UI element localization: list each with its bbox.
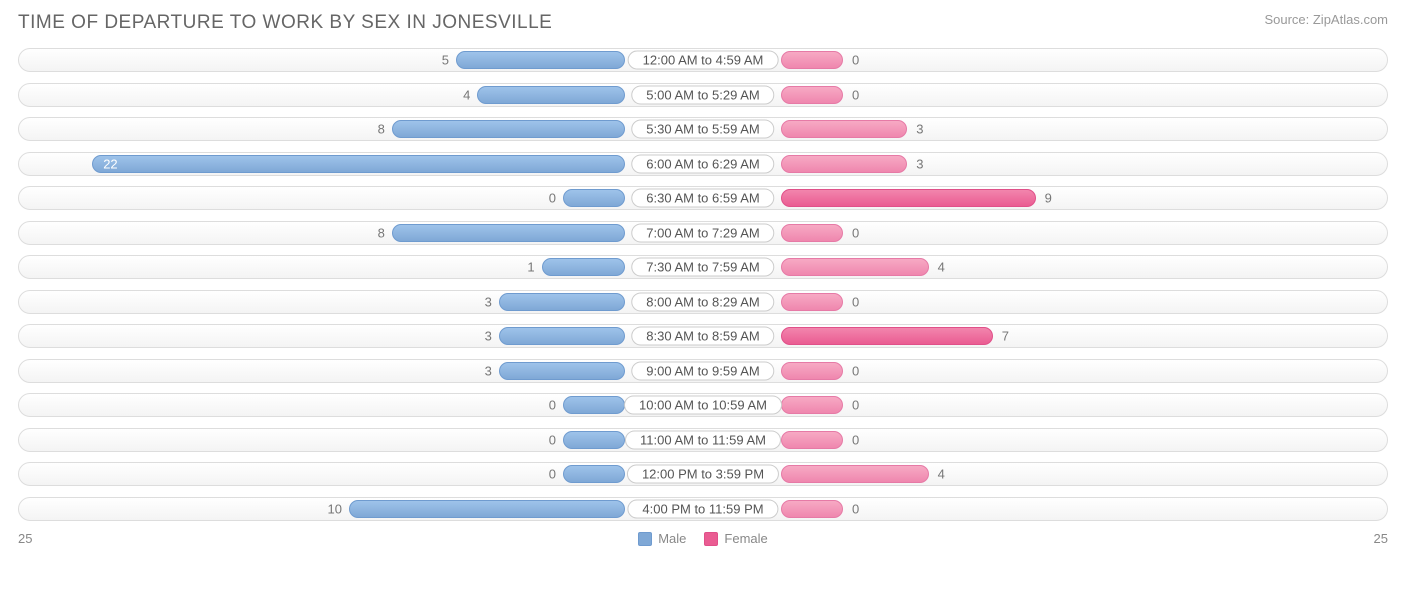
female-bar xyxy=(781,51,843,69)
male-swatch-icon xyxy=(638,532,652,546)
male-value: 0 xyxy=(536,398,556,413)
chart-source: Source: ZipAtlas.com xyxy=(1264,12,1388,27)
female-bar xyxy=(781,86,843,104)
chart-row: 3 7 8:30 AM to 8:59 AM xyxy=(18,324,1388,348)
female-bar xyxy=(781,327,993,345)
male-value: 3 xyxy=(472,329,492,344)
male-value: 5 xyxy=(429,53,449,68)
chart-row: 5 0 12:00 AM to 4:59 AM xyxy=(18,48,1388,72)
male-value: 3 xyxy=(472,363,492,378)
male-bar xyxy=(563,396,625,414)
female-bar xyxy=(781,362,843,380)
female-bar xyxy=(781,189,1036,207)
female-bar xyxy=(781,155,907,173)
row-label: 9:00 AM to 9:59 AM xyxy=(631,361,774,380)
male-bar xyxy=(499,327,625,345)
male-value: 10 xyxy=(322,501,342,516)
chart-header: TIME OF DEPARTURE TO WORK BY SEX IN JONE… xyxy=(18,12,1388,34)
male-value: 22 xyxy=(103,156,117,171)
chart-row: 0 0 11:00 AM to 11:59 AM xyxy=(18,428,1388,452)
male-bar xyxy=(563,465,625,483)
chart-row: 8 0 7:00 AM to 7:29 AM xyxy=(18,221,1388,245)
female-value: 3 xyxy=(916,122,923,137)
male-value: 1 xyxy=(515,260,535,275)
female-bar xyxy=(781,293,843,311)
male-value: 8 xyxy=(365,122,385,137)
row-label: 4:00 PM to 11:59 PM xyxy=(627,499,778,518)
axis-max-left: 25 xyxy=(18,531,32,546)
legend-male-label: Male xyxy=(658,531,686,546)
female-bar xyxy=(781,396,843,414)
axis-max-right: 25 xyxy=(1374,531,1388,546)
female-value: 7 xyxy=(1002,329,1009,344)
chart-row: 8 3 5:30 AM to 5:59 AM xyxy=(18,117,1388,141)
male-bar xyxy=(499,293,625,311)
female-value: 0 xyxy=(852,432,859,447)
male-value: 4 xyxy=(450,87,470,102)
female-value: 3 xyxy=(916,156,923,171)
male-bar xyxy=(499,362,625,380)
row-label: 5:30 AM to 5:59 AM xyxy=(631,120,774,139)
female-value: 9 xyxy=(1045,191,1052,206)
male-bar xyxy=(92,155,625,173)
female-bar xyxy=(781,500,843,518)
female-value: 0 xyxy=(852,363,859,378)
row-label: 8:00 AM to 8:29 AM xyxy=(631,292,774,311)
male-bar xyxy=(542,258,625,276)
male-bar xyxy=(456,51,625,69)
row-label: 12:00 AM to 4:59 AM xyxy=(628,51,779,70)
row-label: 10:00 AM to 10:59 AM xyxy=(624,396,782,415)
male-bar xyxy=(563,189,625,207)
row-label: 6:30 AM to 6:59 AM xyxy=(631,189,774,208)
row-label: 7:30 AM to 7:59 AM xyxy=(631,258,774,277)
female-value: 4 xyxy=(938,467,945,482)
female-value: 0 xyxy=(852,87,859,102)
female-bar xyxy=(781,465,929,483)
female-value: 0 xyxy=(852,53,859,68)
female-bar xyxy=(781,120,907,138)
female-value: 0 xyxy=(852,398,859,413)
female-bar xyxy=(781,258,929,276)
male-value: 8 xyxy=(365,225,385,240)
female-value: 4 xyxy=(938,260,945,275)
legend: Male Female xyxy=(638,531,768,546)
row-label: 12:00 PM to 3:59 PM xyxy=(627,465,779,484)
chart-row: 10 0 4:00 PM to 11:59 PM xyxy=(18,497,1388,521)
female-bar xyxy=(781,431,843,449)
row-label: 7:00 AM to 7:29 AM xyxy=(631,223,774,242)
chart-row: 3 0 9:00 AM to 9:59 AM xyxy=(18,359,1388,383)
chart-row: 4 0 5:00 AM to 5:29 AM xyxy=(18,83,1388,107)
male-value: 0 xyxy=(536,467,556,482)
male-value: 3 xyxy=(472,294,492,309)
chart-row: 0 4 12:00 PM to 3:59 PM xyxy=(18,462,1388,486)
female-value: 0 xyxy=(852,225,859,240)
row-label: 11:00 AM to 11:59 AM xyxy=(625,430,781,449)
male-bar xyxy=(349,500,625,518)
female-bar xyxy=(781,224,843,242)
row-label: 8:30 AM to 8:59 AM xyxy=(631,327,774,346)
chart-row: 0 0 10:00 AM to 10:59 AM xyxy=(18,393,1388,417)
male-bar xyxy=(563,431,625,449)
male-value: 0 xyxy=(536,191,556,206)
chart-row: 0 9 6:30 AM to 6:59 AM xyxy=(18,186,1388,210)
chart-row: 22 3 6:00 AM to 6:29 AM xyxy=(18,152,1388,176)
legend-item-male: Male xyxy=(638,531,686,546)
chart-row: 1 4 7:30 AM to 7:59 AM xyxy=(18,255,1388,279)
male-value: 0 xyxy=(536,432,556,447)
female-value: 0 xyxy=(852,501,859,516)
chart-title: TIME OF DEPARTURE TO WORK BY SEX IN JONE… xyxy=(18,12,552,34)
male-bar xyxy=(477,86,625,104)
chart-footer: 25 Male Female 25 xyxy=(18,531,1388,546)
female-swatch-icon xyxy=(704,532,718,546)
diverging-bar-chart: 5 0 12:00 AM to 4:59 AM 4 0 5:00 AM to 5:29 A… xyxy=(18,48,1388,521)
legend-item-female: Female xyxy=(704,531,767,546)
chart-row: 3 0 8:00 AM to 8:29 AM xyxy=(18,290,1388,314)
legend-female-label: Female xyxy=(724,531,767,546)
row-label: 5:00 AM to 5:29 AM xyxy=(631,85,774,104)
male-bar xyxy=(392,120,625,138)
male-bar xyxy=(392,224,625,242)
row-label: 6:00 AM to 6:29 AM xyxy=(631,154,774,173)
female-value: 0 xyxy=(852,294,859,309)
